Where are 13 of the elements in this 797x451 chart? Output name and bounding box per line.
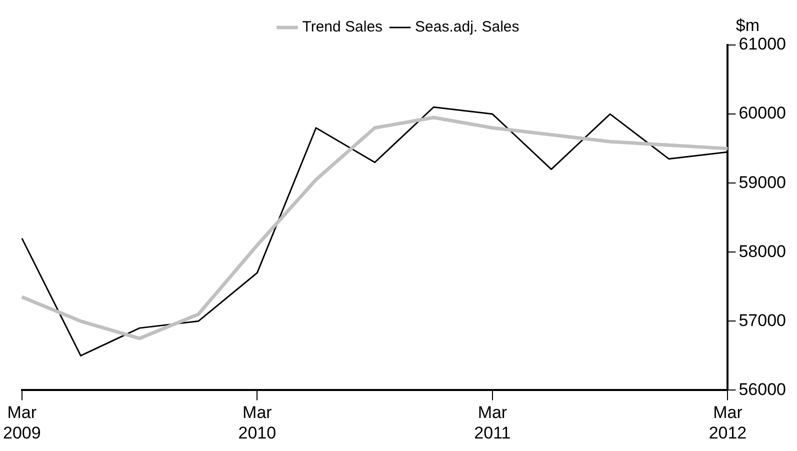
legend-label: Trend Sales — [302, 18, 383, 36]
y-axis-title: $m — [736, 16, 760, 36]
y-tick-label: 59000 — [738, 172, 786, 192]
x-tick-label: Mar 2009 — [2, 403, 41, 442]
y-tick-label: 60000 — [738, 104, 786, 123]
x-tick-label: Mar 2010 — [238, 403, 276, 442]
y-tick-label: 56000 — [738, 380, 786, 399]
x-tick-label: Mar 2012 — [708, 403, 747, 442]
y-tick-label: 58000 — [738, 242, 786, 261]
y-tick-label: 57000 — [738, 310, 786, 330]
legend-label: Seas.adj. Sales — [415, 18, 520, 36]
x-tick-label: Mar 2011 — [474, 403, 511, 442]
y-tick-label: 61000 — [738, 34, 786, 54]
